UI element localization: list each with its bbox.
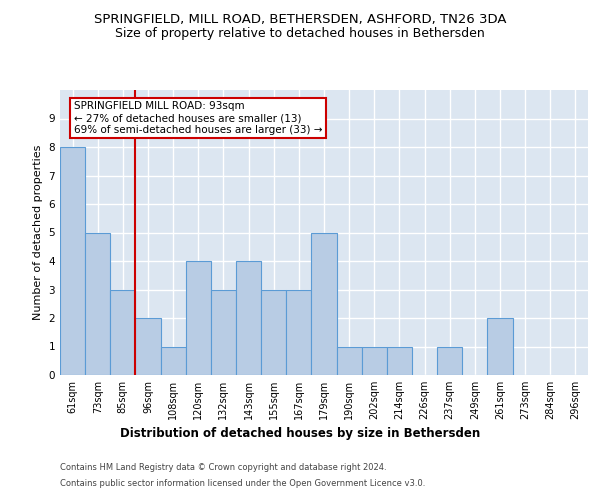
Bar: [337, 346, 362, 375]
Y-axis label: Number of detached properties: Number of detached properties: [33, 145, 43, 320]
Text: Contains public sector information licensed under the Open Government Licence v3: Contains public sector information licen…: [60, 478, 425, 488]
Bar: [387, 346, 412, 375]
Text: Size of property relative to detached houses in Bethersden: Size of property relative to detached ho…: [115, 28, 485, 40]
Text: SPRINGFIELD MILL ROAD: 93sqm
← 27% of detached houses are smaller (13)
69% of se: SPRINGFIELD MILL ROAD: 93sqm ← 27% of de…: [74, 102, 322, 134]
Text: Contains HM Land Registry data © Crown copyright and database right 2024.: Contains HM Land Registry data © Crown c…: [60, 464, 386, 472]
Bar: [362, 346, 387, 375]
Bar: [85, 232, 110, 375]
Bar: [261, 290, 286, 375]
Bar: [437, 346, 462, 375]
Text: SPRINGFIELD, MILL ROAD, BETHERSDEN, ASHFORD, TN26 3DA: SPRINGFIELD, MILL ROAD, BETHERSDEN, ASHF…: [94, 12, 506, 26]
Bar: [487, 318, 512, 375]
Bar: [136, 318, 161, 375]
Bar: [211, 290, 236, 375]
Bar: [286, 290, 311, 375]
Bar: [186, 261, 211, 375]
Text: Distribution of detached houses by size in Bethersden: Distribution of detached houses by size …: [120, 428, 480, 440]
Bar: [110, 290, 136, 375]
Bar: [236, 261, 261, 375]
Bar: [311, 232, 337, 375]
Bar: [60, 147, 85, 375]
Bar: [161, 346, 186, 375]
